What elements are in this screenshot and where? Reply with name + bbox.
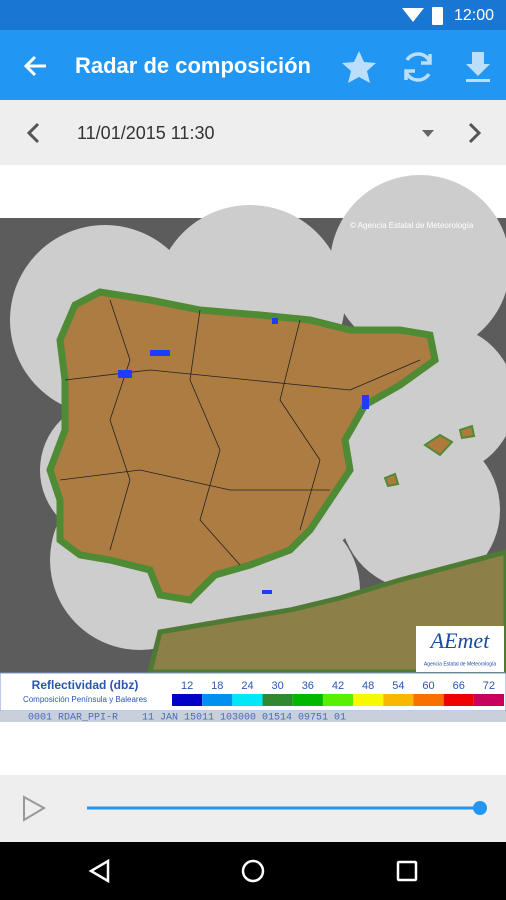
legend: Reflectividad (dbz) Composición Penínsul… bbox=[0, 672, 506, 712]
dropdown-arrow[interactable] bbox=[422, 130, 434, 137]
date-bar bbox=[0, 100, 506, 165]
legend-color bbox=[262, 694, 293, 706]
logo-subtitle: Agencia Estatal de Meteorología bbox=[424, 661, 496, 667]
legend-level: 24 bbox=[241, 680, 253, 692]
legend-level: 12 bbox=[181, 680, 193, 692]
map-copyright: © Agencia Estatal de Meteorología bbox=[350, 221, 474, 230]
legend-color bbox=[473, 694, 504, 706]
nav-home[interactable] bbox=[241, 859, 265, 883]
legend-color bbox=[292, 694, 323, 706]
favorite-button[interactable] bbox=[342, 51, 376, 83]
play-button[interactable] bbox=[23, 795, 47, 822]
legend-subtitle: Composición Península y Baleares bbox=[23, 695, 147, 704]
legend-color bbox=[383, 694, 414, 706]
status-bar bbox=[0, 0, 506, 30]
navigation-bar bbox=[0, 842, 506, 900]
radar-code: 0001 RDAR_PPI-R 11 JAN 15011 103000 0151… bbox=[28, 713, 346, 724]
legend-level: 42 bbox=[332, 680, 344, 692]
legend-level: 36 bbox=[302, 680, 314, 692]
app-title: Radar de composición bbox=[75, 53, 311, 78]
battery-icon bbox=[432, 7, 443, 25]
legend-color bbox=[202, 694, 233, 706]
radar-map: © Agencia Estatal de Meteorología AEmet … bbox=[0, 175, 506, 675]
legend-color bbox=[443, 694, 474, 706]
wifi-icon bbox=[402, 8, 424, 22]
legend-title: Reflectividad (dbz) bbox=[32, 678, 139, 692]
legend-color bbox=[322, 694, 354, 706]
back-button[interactable] bbox=[23, 55, 46, 77]
legend-level: 48 bbox=[362, 680, 374, 692]
download-button[interactable] bbox=[466, 52, 490, 82]
legend-level: 72 bbox=[483, 680, 495, 692]
legend-level: 54 bbox=[392, 680, 404, 692]
logo-text: AEmet bbox=[429, 628, 491, 653]
legend-level: 18 bbox=[211, 680, 223, 692]
status-time: 12:00 bbox=[454, 7, 494, 24]
legend-level: 66 bbox=[453, 680, 465, 692]
spacer bbox=[0, 722, 506, 775]
footer-strip bbox=[0, 711, 506, 722]
nav-back[interactable] bbox=[88, 858, 110, 884]
legend-level: 60 bbox=[422, 680, 434, 692]
legend-level: 30 bbox=[272, 680, 284, 692]
previous-button[interactable] bbox=[26, 122, 40, 144]
slider-thumb[interactable] bbox=[473, 801, 487, 815]
nav-recents[interactable] bbox=[396, 860, 418, 882]
legend-color bbox=[353, 694, 384, 706]
aemet-logo bbox=[416, 626, 504, 672]
legend-color bbox=[413, 694, 444, 706]
date-selector[interactable]: 11/01/2015 11:30 bbox=[77, 123, 214, 143]
app-bar bbox=[0, 30, 506, 100]
next-button[interactable] bbox=[468, 122, 482, 144]
legend-color bbox=[172, 694, 203, 706]
legend-color bbox=[232, 694, 263, 706]
refresh-button[interactable] bbox=[404, 52, 432, 82]
